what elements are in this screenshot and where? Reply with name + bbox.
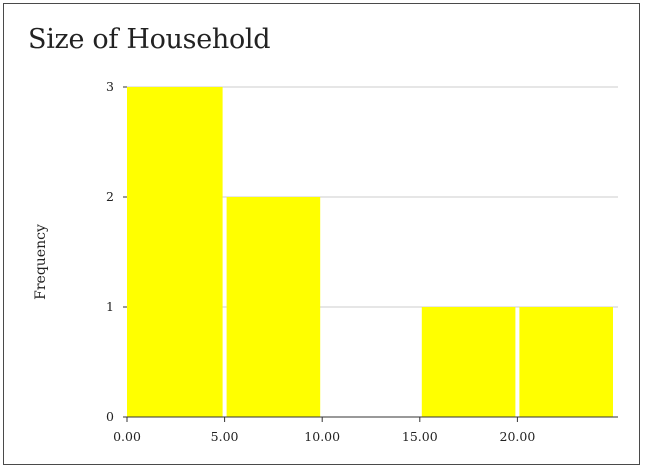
x-tick-label-20: 20.00 (500, 429, 536, 444)
histogram-bar-5-10 (226, 197, 321, 417)
histogram-bar-0-5 (127, 87, 223, 417)
x-tick-label-10: 10.00 (304, 429, 340, 444)
axes (123, 86, 618, 422)
x-tick-labels: 0.00 5.00 10.00 15.00 20.00 (113, 429, 535, 444)
y-tick-label-1: 1 (106, 299, 114, 314)
x-tick-label-15: 15.00 (402, 429, 438, 444)
y-tick-labels: 0 1 2 3 (106, 79, 114, 424)
histogram-bar-20-25 (519, 307, 613, 417)
histogram-bar-15-20 (421, 307, 516, 417)
y-tick-label-2: 2 (106, 189, 114, 204)
histogram-bars (127, 87, 613, 417)
y-tick-label-0: 0 (106, 409, 114, 424)
x-tick-label-0: 0.00 (113, 429, 141, 444)
y-axis-label: Frequency (33, 224, 49, 300)
chart-title: Size of Household (28, 24, 271, 55)
x-tick-label-5: 5.00 (211, 429, 239, 444)
y-tick-label-3: 3 (106, 79, 114, 94)
